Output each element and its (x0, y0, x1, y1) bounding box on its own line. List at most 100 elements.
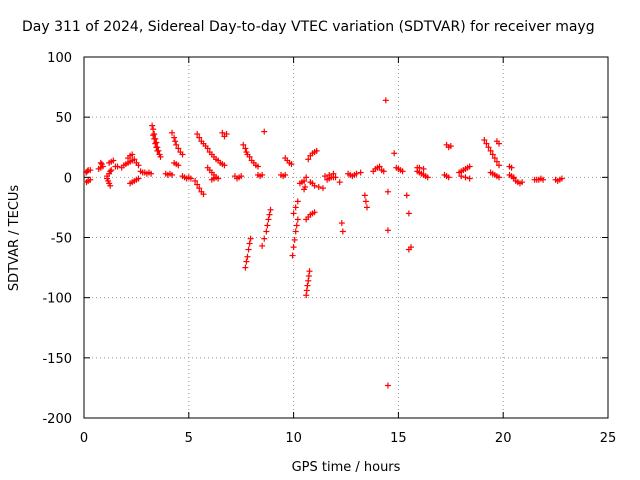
data-point-marker (107, 168, 114, 175)
data-point-marker (330, 170, 337, 177)
data-point-marker (305, 277, 312, 284)
x-tick-label: 15 (390, 431, 407, 446)
data-point-marker (508, 164, 515, 171)
x-axis-label: GPS time / hours (292, 460, 401, 475)
data-point-marker (169, 129, 176, 136)
data-point-marker (263, 228, 270, 235)
data-point-marker (338, 220, 345, 227)
data-point-marker (200, 191, 207, 198)
y-tick-label: -50 (51, 232, 72, 247)
data-point-marker (261, 235, 268, 242)
data-point-marker (246, 153, 253, 160)
y-tick-label: -150 (42, 352, 72, 367)
data-point-marker (151, 135, 158, 142)
data-point-marker (150, 126, 157, 133)
data-point-marker (219, 129, 226, 136)
data-point-marker (153, 144, 160, 151)
data-point-marker (483, 140, 490, 147)
data-point-marker (84, 168, 91, 175)
data-point-marker (267, 206, 274, 213)
data-point-marker (98, 161, 105, 168)
data-point-marker (306, 268, 313, 275)
data-point-marker (293, 222, 300, 229)
data-point-marker (213, 174, 220, 181)
data-point-marker (265, 216, 272, 223)
data-point-marker (353, 170, 360, 177)
data-point-marker (259, 171, 266, 178)
data-point-marker (259, 242, 266, 249)
data-point-marker (152, 140, 159, 147)
data-point-marker (157, 153, 164, 160)
data-point-marker (107, 182, 114, 189)
x-tick-label: 25 (600, 431, 617, 446)
data-point-marker (416, 164, 423, 171)
data-point-marker (305, 273, 312, 280)
data-point-marker (238, 173, 245, 180)
data-point-marker (303, 287, 310, 294)
data-point-marker (221, 162, 228, 169)
data-point-marker (311, 182, 318, 189)
data-point-marker (114, 163, 121, 170)
data-point-marker (294, 198, 301, 205)
data-point-marker (129, 151, 136, 158)
data-point-marker (292, 204, 299, 211)
data-point-marker (154, 147, 161, 154)
data-point-marker (108, 167, 115, 174)
data-point-marker (292, 228, 299, 235)
plot-frame (83, 56, 609, 419)
y-tick-label: 100 (47, 51, 72, 66)
data-point-marker (405, 210, 412, 217)
y-axis-label: SDTVAR / TECUs (7, 185, 22, 292)
data-point-marker (169, 171, 176, 178)
data-point-marker (540, 176, 547, 183)
data-point-marker (491, 155, 498, 162)
chart-title: Day 311 of 2024, Sidereal Day-to-day VTE… (22, 19, 595, 35)
data-point-marker (339, 228, 346, 235)
data-point-marker (196, 134, 203, 141)
data-point-marker (243, 258, 250, 265)
data-point-marker (303, 292, 310, 299)
data-point-marker (187, 175, 194, 182)
data-point-marker (519, 179, 526, 186)
data-point-marker (175, 162, 182, 169)
data-point-marker (496, 174, 503, 181)
data-point-marker (282, 171, 289, 178)
data-point-marker (135, 162, 142, 169)
data-point-marker (87, 176, 94, 183)
data-point-marker (481, 137, 488, 144)
data-point-marker (403, 192, 410, 199)
data-point-marker (289, 252, 296, 259)
y-tick-label: -100 (42, 292, 72, 307)
data-point-marker (405, 246, 412, 253)
data-point-marker (135, 175, 142, 182)
data-point-marker (150, 132, 157, 139)
data-point-marker (384, 188, 391, 195)
y-tick-label: 0 (64, 171, 72, 186)
data-point-marker (171, 134, 178, 141)
data-point-marker (319, 185, 326, 192)
data-point-marker (384, 382, 391, 389)
data-point-marker (290, 210, 297, 217)
data-point-marker (489, 151, 496, 158)
data-point-marker (462, 174, 469, 181)
data-point-marker (242, 145, 249, 152)
data-point-marker (458, 173, 465, 180)
y-tick-label: 50 (55, 111, 72, 126)
data-point-marker (399, 168, 406, 175)
data-point-marker (361, 192, 368, 199)
data-point-marker (510, 174, 517, 181)
data-point-marker (110, 157, 117, 164)
data-point-marker (148, 170, 155, 177)
data-point-marker (261, 128, 268, 135)
data-point-marker (244, 253, 251, 260)
axis-ticks: 0 5 10 15 20 25 100 50 0 -50 -100 -150 -200 (42, 51, 616, 446)
data-point-marker (294, 216, 301, 223)
data-point-marker (196, 185, 203, 192)
data-point-marker (376, 163, 383, 170)
data-point-marker (305, 156, 312, 163)
data-point-marker (266, 211, 273, 218)
data-point-marker (445, 174, 452, 181)
data-point-marker (326, 171, 333, 178)
data-point-marker (149, 122, 156, 129)
data-point-marker (363, 204, 370, 211)
